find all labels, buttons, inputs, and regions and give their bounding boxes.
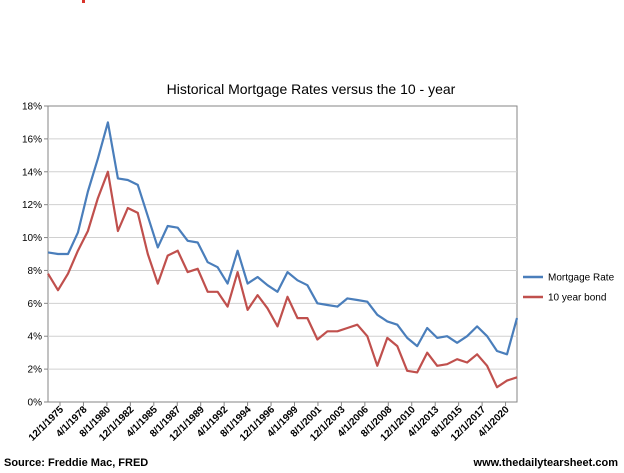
series-line-mortgage-rate	[47, 121, 519, 356]
y-tick-label: 6%	[28, 299, 43, 310]
plot-area	[47, 105, 518, 403]
series-lines	[47, 121, 519, 389]
y-tick-label: 10%	[22, 233, 42, 244]
y-tick-label: 18%	[22, 102, 42, 113]
y-tick-label: 0%	[28, 398, 43, 409]
gridlines	[48, 138, 517, 370]
y-axis-ticks: 0% 2% 4% 6% 8% 10% 12% 14% 16% 18%	[22, 102, 48, 409]
y-tick-label: 4%	[28, 332, 43, 343]
website-credit: www.thedailytearsheet.com	[473, 457, 618, 469]
series-line-ten-year-bond	[47, 170, 518, 389]
legend-label: 10 year bond	[548, 293, 606, 304]
legend: Mortgage Rate 10 year bond	[523, 273, 615, 304]
plot-border	[47, 105, 518, 403]
legend-label: Mortgage Rate	[548, 273, 615, 284]
chart-title: Historical Mortgage Rates versus the 10 …	[167, 81, 456, 97]
source-note: Source: Freddie Mac, FRED	[4, 457, 149, 469]
x-axis-ticks: 12/1/19754/1/19788/1/198012/1/19824/1/19…	[27, 402, 512, 444]
y-tick-label: 12%	[22, 200, 42, 211]
y-tick-label: 14%	[22, 167, 42, 178]
y-tick-label: 8%	[28, 266, 43, 277]
y-tick-label: 2%	[28, 365, 43, 376]
y-tick-label: 16%	[22, 134, 42, 145]
red-dot-mark	[82, 0, 85, 3]
